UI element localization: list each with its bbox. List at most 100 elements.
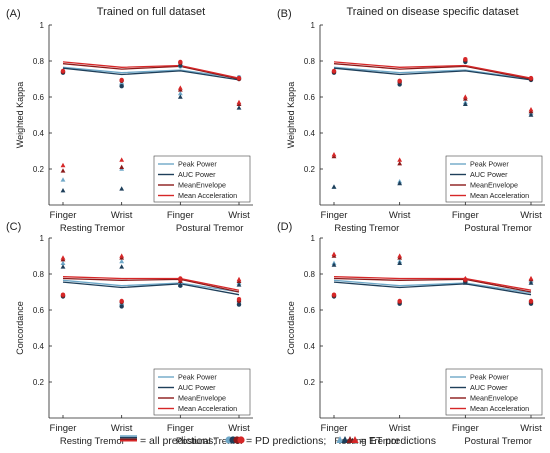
series-line (333, 67, 532, 81)
et-point (528, 107, 534, 112)
y-axis-label: Concordance (15, 301, 25, 355)
series-line (333, 61, 532, 79)
et-point (60, 177, 66, 182)
et-point (119, 186, 125, 191)
legend-entry: AUC Power (178, 383, 216, 392)
series-line (333, 281, 532, 296)
y-tick-label: 0.8 (33, 270, 45, 279)
et-point (331, 152, 337, 157)
series-line (62, 63, 240, 80)
chart-panel-2: 0.2 0.4 0.6 0.8 1 Finger Wrist Finger Wrist Resti… (277, 6, 545, 234)
legend-entry: Mean Acceleration (470, 191, 529, 200)
x-group-label: Resting Tremor (60, 436, 125, 447)
panel-label: (C) (6, 221, 21, 233)
pd-point (60, 292, 66, 297)
series-line (62, 276, 240, 291)
x-tick-label: Finger (167, 210, 194, 221)
et-legend-marker (341, 436, 349, 443)
et-point (177, 85, 183, 90)
series-line (333, 63, 532, 80)
series-line (333, 277, 532, 293)
et-point (119, 264, 125, 269)
et-point (60, 255, 66, 260)
x-group-label: Postural Tremor (464, 223, 532, 234)
pd-point (119, 298, 124, 304)
series-line (62, 61, 240, 79)
et-point (462, 275, 468, 281)
pd-point (528, 298, 534, 304)
panel-label: (D) (277, 221, 292, 233)
pd-point (236, 75, 242, 81)
legend-entry: AUC Power (470, 383, 508, 392)
x-tick-label: Finger (50, 210, 77, 221)
pd-point (119, 304, 124, 309)
et-legend-marker (351, 436, 359, 443)
y-tick-label: 0.4 (33, 129, 45, 138)
bottom-legend: = all predictions; = PD predictions; = ET … (120, 435, 436, 447)
y-tick-label: 1 (40, 234, 45, 243)
pd-point (331, 68, 337, 74)
series-line (62, 279, 240, 293)
legend-entry: Mean Acceleration (178, 404, 237, 413)
legend-entry: Mean Acceleration (178, 191, 237, 200)
et-point (177, 276, 183, 282)
series-line (62, 277, 240, 293)
y-tick-label: 0.2 (304, 378, 316, 387)
pd-point (528, 75, 534, 81)
x-group-label: Postural Tremor (176, 436, 244, 447)
et-predictions-label: = ET predictions (360, 435, 436, 447)
chart-panel-3: 0.2 0.4 0.6 0.8 1 Finger Wrist Finger Wrist Resti… (6, 221, 253, 447)
et-point (236, 282, 242, 287)
panel-label: (B) (277, 8, 292, 20)
et-point (177, 90, 183, 96)
x-tick-label: Finger (50, 423, 77, 434)
legend-entry: Peak Power (470, 373, 509, 382)
pd-predictions-label: = PD predictions; (246, 435, 326, 447)
x-tick-label: Wrist (389, 423, 411, 434)
et-point (331, 184, 337, 189)
y-tick-label: 1 (40, 21, 45, 30)
legend-entry: Peak Power (178, 373, 217, 382)
et-point (397, 253, 403, 258)
y-tick-label: 0.4 (33, 342, 45, 351)
series-line (62, 66, 240, 79)
et-point (462, 101, 468, 106)
y-tick-label: 0.4 (304, 342, 316, 351)
et-point (119, 157, 125, 162)
chart-title: Trained on disease specific dataset (346, 6, 518, 18)
et-point (119, 258, 125, 264)
et-point (60, 162, 66, 168)
pd-point (463, 57, 468, 62)
legend-entry: MeanEnvelope (470, 394, 518, 403)
et-point (236, 99, 242, 105)
legend-entry: Peak Power (178, 160, 217, 169)
et-point (528, 275, 534, 281)
pd-point (397, 78, 402, 84)
y-axis-label: Concordance (286, 301, 296, 355)
x-group-label: Resting Tremor (334, 223, 399, 234)
et-point (462, 94, 468, 99)
x-tick-label: Wrist (111, 423, 133, 434)
et-point (60, 260, 66, 265)
et-point (60, 168, 66, 173)
pd-point (119, 77, 124, 83)
series-line (62, 281, 240, 296)
x-tick-label: Finger (321, 210, 348, 221)
x-tick-label: Wrist (520, 210, 542, 221)
pd-point (178, 59, 183, 65)
x-tick-label: Wrist (520, 423, 542, 434)
x-tick-label: Finger (167, 423, 194, 434)
pd-legend-marker (237, 436, 245, 444)
y-tick-label: 0.8 (33, 57, 45, 66)
legend-entry: MeanEnvelope (178, 181, 226, 190)
et-point (60, 264, 66, 269)
y-tick-label: 0.6 (304, 306, 316, 315)
y-tick-label: 1 (311, 234, 316, 243)
et-point (331, 262, 337, 267)
x-group-label: Resting Tremor (334, 436, 399, 447)
et-point (528, 280, 534, 285)
y-tick-label: 0.4 (304, 129, 316, 138)
et-legend-marker (346, 436, 354, 443)
